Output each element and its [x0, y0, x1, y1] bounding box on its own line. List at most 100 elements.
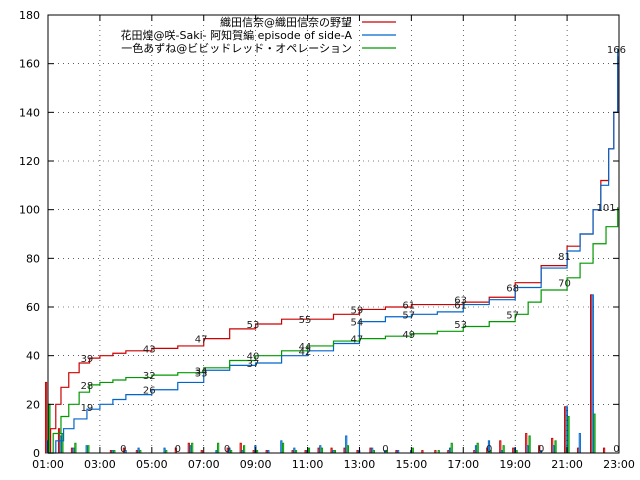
data-label: 39 [81, 354, 94, 365]
gridlines [48, 15, 619, 453]
legend-label: 一色あずね@ビビッドレッド・オペレーション [121, 41, 352, 55]
y-tick-label: 80 [26, 252, 40, 265]
series-lines [48, 49, 619, 454]
y-tick-label: 20 [26, 398, 40, 411]
data-label: 70 [558, 279, 571, 290]
x-tick-label: 23:00 [603, 458, 635, 471]
hourly-zero-label: 0 [120, 444, 126, 455]
data-label: 49 [402, 330, 415, 341]
hourly-bar [499, 440, 502, 454]
y-tick-label: 140 [19, 106, 40, 119]
series-line [48, 49, 619, 454]
hourly-bar [137, 447, 140, 454]
x-tick-label: 07:00 [188, 458, 220, 471]
hourly-zero-label: 0 [538, 444, 544, 455]
hourly-bar [476, 442, 479, 454]
hourly-bar [239, 442, 242, 454]
hourly-bar [411, 447, 414, 454]
axes: 0 20 40 60 80 100 120 140 160 180 01:00 03:00 05:00 0… [19, 9, 635, 471]
data-label: 59 [350, 305, 363, 316]
x-tick-label: 17:00 [447, 458, 479, 471]
hourly-bar [307, 447, 311, 454]
data-label: 32 [143, 371, 156, 382]
hourly-bar [448, 447, 452, 454]
x-tick-label: 15:00 [396, 458, 428, 471]
hourly-bar [512, 447, 515, 454]
hourly-bar [293, 447, 296, 454]
data-label: 166 [607, 45, 626, 56]
x-tick-label: 11:00 [292, 458, 324, 471]
hourly-bar [502, 445, 505, 454]
x-tick-label: 21:00 [551, 458, 583, 471]
legend-label: 織田信奈@織田信奈の野望 [220, 15, 352, 29]
data-label: 43 [143, 344, 156, 355]
hourly-bar [593, 413, 596, 454]
data-label: 40 [247, 352, 260, 363]
hourly-zero-label: 0 [486, 444, 492, 455]
data-label: 28 [81, 381, 94, 392]
hourly-bar [74, 442, 77, 454]
data-label: 68 [506, 284, 519, 295]
data-label: 53 [247, 320, 260, 331]
hourly-bar [191, 442, 194, 454]
y-tick-label: 120 [19, 155, 40, 168]
hourly-bar [330, 447, 333, 454]
series-line [48, 207, 619, 454]
hourly-bar [564, 406, 567, 454]
hourly-bar [591, 294, 594, 454]
legend-label: 花田煌@咲-Saki- 阿知賀編 episode of side-A [121, 28, 353, 42]
hourly-bar [87, 445, 90, 454]
hourly-bar [371, 447, 374, 454]
hourly-bar [345, 435, 348, 454]
hourly-bar [163, 447, 166, 454]
data-label: 55 [299, 315, 312, 326]
hourly-bar [551, 437, 554, 454]
hourly-bar [346, 445, 350, 454]
data-label: 61 [402, 301, 415, 312]
hourly-bar [61, 433, 64, 454]
data-label: 47 [195, 335, 208, 346]
y-tick-label: 40 [26, 350, 40, 363]
y-tick-label: 100 [19, 204, 40, 217]
hourly-bar [217, 442, 220, 454]
hourly-bar [59, 435, 62, 454]
hourly-zero-label: 0 [382, 444, 388, 455]
y-tick-label: 160 [19, 58, 40, 71]
hourly-bar [343, 447, 346, 454]
hourly-bar [72, 447, 75, 454]
data-label: 101 [596, 203, 615, 214]
data-label: 34 [195, 366, 208, 377]
data-label: 81 [558, 252, 571, 263]
plot-frame [47, 14, 620, 454]
hourly-bar [525, 433, 528, 454]
hourly-bar [280, 440, 283, 454]
hourly-zero-label: 0 [613, 444, 619, 455]
data-label: 37 [247, 359, 260, 370]
hourly-bar [243, 445, 246, 454]
y-tick-label: 180 [19, 9, 40, 22]
hourly-bar [85, 445, 88, 454]
hourly-bar [44, 381, 48, 454]
hourly-bar [590, 294, 593, 454]
hourly-bar [317, 447, 320, 454]
x-tick-label: 19:00 [499, 458, 531, 471]
hourly-zero-label: 0 [224, 444, 230, 455]
data-label: 57 [506, 310, 519, 321]
hourly-bar [48, 403, 51, 454]
hourly-bar [369, 447, 372, 454]
hourly-bar [319, 445, 322, 454]
hourly-bar [450, 442, 453, 454]
x-tick-label: 01:00 [32, 458, 64, 471]
hourly-bar [602, 447, 606, 454]
hourly-bar [554, 440, 557, 454]
y-tick-label: 0 [33, 447, 40, 460]
data-label: 57 [402, 310, 415, 321]
hourly-bar [281, 442, 285, 454]
x-tick-label: 13:00 [344, 458, 376, 471]
series-line [48, 56, 619, 454]
y-tick-label: 60 [26, 301, 40, 314]
hourly-bar [474, 445, 478, 454]
hourly-bar [552, 445, 555, 454]
